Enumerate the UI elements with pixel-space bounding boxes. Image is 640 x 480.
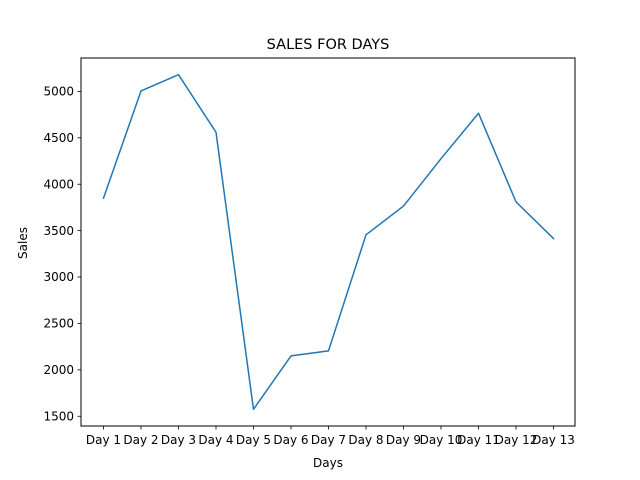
x-tick-label: Day 1 <box>86 433 121 447</box>
x-tick-label: Day 13 <box>532 433 575 447</box>
y-tick-label: 2000 <box>43 363 74 377</box>
axes-frame <box>80 57 576 427</box>
x-tick-label: Day 5 <box>236 433 271 447</box>
y-axis-label: Sales <box>16 227 30 259</box>
x-tick-label: Day 8 <box>348 433 383 447</box>
y-tick-label: 5000 <box>43 85 74 99</box>
y-tick-label: 4500 <box>43 131 74 145</box>
x-tick-label: Day 10 <box>420 433 463 447</box>
y-axis-ticks: 1500 2000 2500 3000 3500 4000 4500 5000 <box>43 85 81 423</box>
plot-area <box>102 73 555 411</box>
y-tick-label: 3500 <box>43 224 74 238</box>
x-tick-label: Day 7 <box>311 433 346 447</box>
x-tick-label: Day 6 <box>273 433 308 447</box>
x-tick-label: Day 12 <box>495 433 538 447</box>
x-tick-label: Day 2 <box>123 433 158 447</box>
x-tick-label: Day 9 <box>386 433 421 447</box>
y-tick-label: 4000 <box>43 177 74 191</box>
y-tick-label: 3000 <box>43 270 74 284</box>
x-tick-label: Day 11 <box>457 433 500 447</box>
chart-title: SALES FOR DAYS <box>267 37 390 53</box>
x-tick-label: Day 3 <box>161 433 196 447</box>
x-axis-ticks: Day 1 Day 2 Day 3 Day 4 Day 5 Day 6 Day 7 Day 8… <box>86 426 575 447</box>
y-tick-label: 2500 <box>43 317 74 331</box>
y-tick-label: 1500 <box>43 409 74 423</box>
x-tick-label: Day 4 <box>198 433 233 447</box>
x-axis-label: Days <box>313 456 343 470</box>
